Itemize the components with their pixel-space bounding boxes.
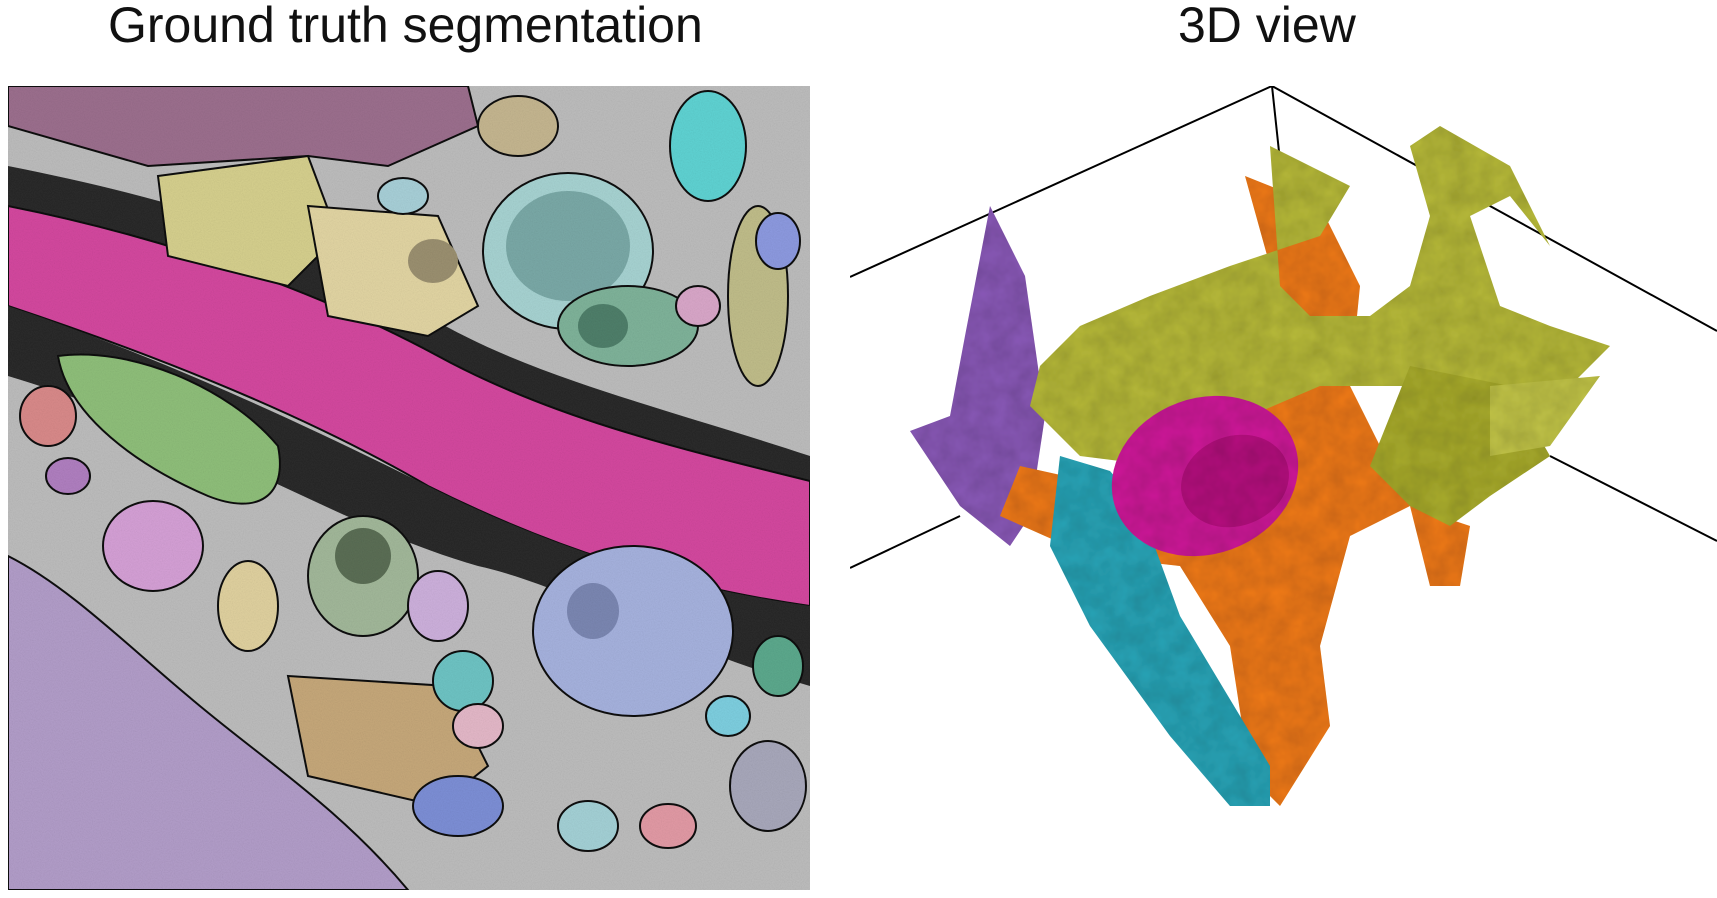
segmentation-image-svg <box>8 86 810 890</box>
3d-rendering-svg <box>850 86 1717 806</box>
segmentation-image <box>8 86 810 890</box>
bounding-box-lines <box>850 86 1717 569</box>
left-panel-title: Ground truth segmentation <box>108 0 703 53</box>
3d-rendering <box>850 86 1717 898</box>
right-panel-title: 3D view <box>1178 0 1356 53</box>
